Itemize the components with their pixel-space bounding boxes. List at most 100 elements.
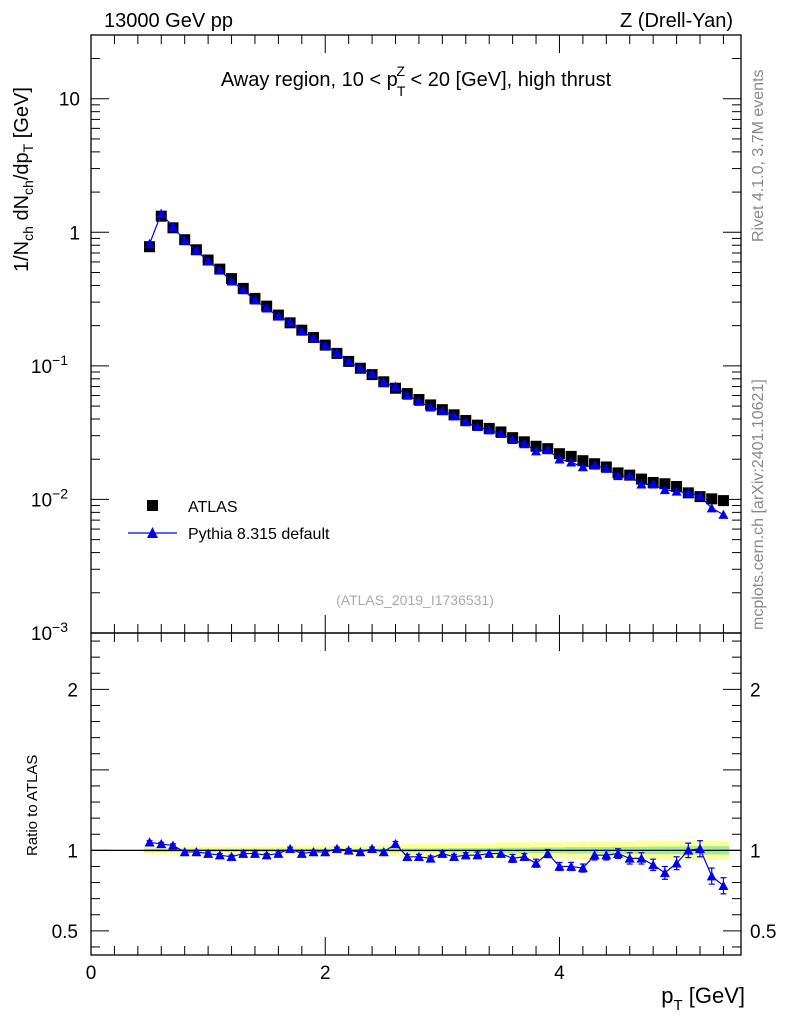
- pythia-point: [402, 390, 413, 400]
- pythia-point: [238, 284, 249, 295]
- main-title-sup: Z: [396, 63, 405, 79]
- ratio-point: [577, 863, 588, 873]
- pythia-point: [144, 238, 155, 249]
- pythia-point: [179, 235, 190, 245]
- pythia-point: [507, 434, 518, 444]
- pythia-point: [460, 416, 471, 427]
- main-title: Away region, 10 < pTZ < 20 [GeV], high t…: [221, 63, 612, 99]
- ratio-point: [484, 848, 495, 858]
- ratio-point: [531, 858, 542, 868]
- ratio-y-tick-label-right: 0.5: [750, 922, 776, 943]
- ratio-point: [624, 853, 635, 863]
- main-frame: [90, 34, 742, 634]
- pythia-point: [273, 311, 284, 321]
- ratio-point: [554, 861, 565, 871]
- ratio-y-tick-label: 2: [67, 680, 78, 701]
- y-tick-label: 10−3: [31, 619, 68, 645]
- pythia-point: [390, 381, 401, 391]
- pythia-point: [296, 326, 307, 336]
- ratio-point: [695, 843, 706, 853]
- x-tick-label: 0: [86, 963, 97, 984]
- pythia-point: [367, 368, 378, 379]
- ratio-point: [437, 848, 448, 858]
- ratio-point: [507, 853, 518, 863]
- x-tick-label: 4: [554, 963, 565, 984]
- pythia-point: [308, 333, 319, 343]
- ratio-point: [308, 846, 319, 857]
- ratio-point: [343, 845, 354, 855]
- pythia-point: [695, 491, 706, 501]
- pythia-point: [577, 461, 588, 472]
- ratio-point: [226, 851, 237, 862]
- ratio-point: [495, 848, 506, 858]
- rivet-label: Rivet 4.1.0, 3.7M events: [750, 69, 767, 242]
- ratio-point: [449, 851, 460, 862]
- atlas-point: [717, 495, 729, 507]
- pythia-point: [683, 487, 694, 498]
- ratio-point: [542, 848, 553, 858]
- ratio-point: [659, 867, 670, 878]
- ratio-point: [238, 848, 249, 858]
- pythia-point: [214, 265, 225, 275]
- pythia-point: [566, 457, 577, 467]
- pythia-point: [531, 446, 542, 456]
- ratio-point: [706, 871, 717, 881]
- pythia-point: [648, 479, 659, 489]
- y-tick-label: 10: [59, 90, 80, 111]
- pythia-point: [659, 484, 670, 495]
- ratio-point: [566, 861, 577, 871]
- pythia-point: [167, 221, 178, 232]
- ratio-point: [261, 850, 272, 860]
- pythia-point: [437, 405, 448, 416]
- ratio-point: [167, 840, 178, 850]
- pythia-point: [554, 454, 565, 464]
- legend-pythia-label: Pythia 8.315 default: [188, 526, 330, 543]
- pythia-point: [613, 470, 624, 481]
- pythia-point: [191, 245, 202, 255]
- ratio-point: [601, 850, 612, 860]
- ratio-point: [390, 838, 401, 849]
- y-axis-label: 1/Nch dNch/dpT [GeV]: [11, 87, 36, 272]
- main-title-sub: T: [397, 83, 406, 99]
- header-right: Z (Drell-Yan): [620, 10, 733, 32]
- pythia-point: [331, 347, 342, 358]
- pythia-point: [671, 486, 682, 496]
- legend-pythia-marker: [147, 527, 158, 538]
- x-axis-label: pT [GeV]: [661, 983, 745, 1014]
- ratio-frame: [90, 632, 742, 956]
- atlas-point: [553, 448, 565, 460]
- mcplots-label: mcplots.cern.ch [arXiv:2401.10621]: [750, 379, 767, 630]
- pythia-point: [495, 428, 506, 439]
- ratio-point: [613, 848, 624, 858]
- pythia-point: [601, 463, 612, 473]
- ratio-point: [460, 850, 471, 860]
- pythia-point: [589, 460, 600, 470]
- legend-atlas-label: ATLAS: [188, 499, 238, 516]
- pythia-point: [343, 356, 354, 366]
- ratio-y-tick-label: 1: [67, 841, 78, 862]
- pythia-point: [261, 303, 272, 313]
- ratio-point: [671, 858, 682, 868]
- ratio-point: [203, 848, 214, 858]
- ratio-point: [367, 843, 378, 853]
- ratio-point: [683, 845, 694, 855]
- analysis-id: (ATLAS_2019_I1736531): [336, 592, 494, 608]
- pythia-point: [636, 479, 647, 489]
- pythia-point: [203, 255, 214, 266]
- ratio-y-tick-label-right: 2: [750, 680, 761, 701]
- ratio-point: [285, 843, 296, 853]
- ratio-y-tick-label: 0.5: [52, 922, 78, 943]
- pythia-point: [156, 208, 167, 218]
- y-tick-label: 10−1: [31, 352, 68, 378]
- pythia-point: [706, 503, 717, 513]
- pythia-point: [425, 402, 436, 412]
- ratio-point: [156, 838, 167, 849]
- main-title-post: < 20 [GeV], high thrust: [405, 69, 612, 91]
- pythia-point: [449, 411, 460, 421]
- pythia-point: [519, 439, 530, 449]
- pythia-point: [355, 363, 366, 373]
- ratio-point: [191, 846, 202, 857]
- ratio-point: [589, 850, 600, 860]
- ratio-point: [519, 851, 530, 862]
- atlas-point: [659, 478, 671, 490]
